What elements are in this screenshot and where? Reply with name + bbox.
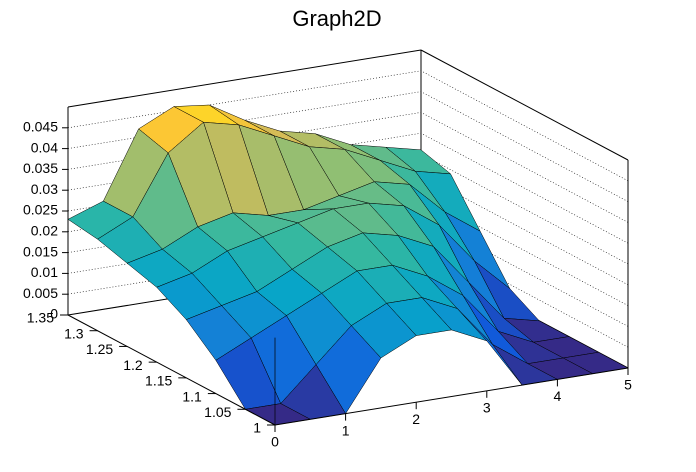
z-tick-label: 0.03 — [31, 181, 58, 197]
grid-line — [67, 91, 629, 202]
x-tick-label: 0 — [271, 434, 279, 450]
y-tick-label: 1.1 — [182, 388, 202, 404]
x-tick-label: 4 — [554, 388, 562, 404]
z-tick-label: 0.025 — [23, 202, 58, 218]
x-tick-label: 1 — [342, 422, 350, 438]
box-edge — [420, 49, 629, 161]
y-tick-label: 1.25 — [86, 341, 113, 357]
grid-line — [67, 132, 629, 244]
x-tick-label: 3 — [483, 400, 491, 416]
grid-line — [67, 70, 629, 182]
x-axis — [274, 367, 629, 426]
x-tick-label: 5 — [624, 377, 632, 393]
y-tick-label: 1.3 — [64, 325, 84, 341]
x-tick-label: 2 — [412, 411, 420, 427]
z-tick-label: 0.005 — [23, 285, 58, 301]
y-tick-label: 1.35 — [27, 310, 54, 326]
z-tick-label: 0.01 — [31, 264, 58, 280]
chart-title: Graph2D — [292, 6, 381, 31]
y-tick-label: 1.2 — [123, 357, 143, 373]
y-axis — [67, 314, 276, 426]
y-tick-label: 1.05 — [204, 404, 231, 420]
grid-line — [67, 112, 629, 223]
z-tick-label: 0.015 — [23, 243, 58, 259]
z-tick-label: 0.04 — [31, 139, 58, 155]
z-tick-label: 0.02 — [31, 223, 58, 239]
z-tick-label: 0 — [50, 306, 58, 322]
y-tick-label: 1 — [253, 420, 261, 436]
y-tick-label: 1.15 — [145, 373, 172, 389]
z-tick-label: 0.035 — [23, 160, 58, 176]
z-tick-label: 0.045 — [23, 119, 58, 135]
box-edge — [67, 49, 422, 108]
